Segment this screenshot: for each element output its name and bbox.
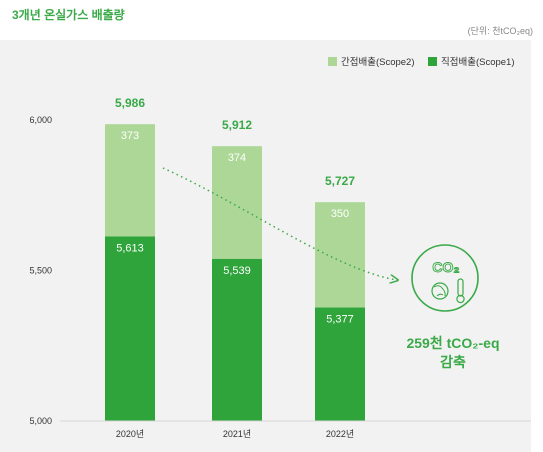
- bar-scope2: [315, 202, 365, 308]
- reduction-label: 감축: [440, 354, 466, 370]
- scope2-value-label: 373: [121, 130, 139, 142]
- trend-arrow: [162, 167, 397, 280]
- scope2-value-label: 350: [331, 208, 349, 220]
- legend: 간접배출(Scope2) 직접배출(Scope1): [328, 56, 515, 68]
- legend-swatch-scope1: [428, 57, 437, 66]
- y-axis: 5,000 5,500 6,000: [29, 115, 52, 426]
- bars: 5,613 373 5,986 2020년 5,539 374 5,912 2021년 5,37…: [105, 96, 365, 439]
- scope2-value-label: 374: [228, 152, 246, 164]
- reduction-amount: 259천 tCO₂-eq: [406, 335, 499, 351]
- total-value-label: 5,986: [115, 96, 145, 110]
- total-value-label: 5,727: [325, 174, 355, 188]
- x-tick-label: 2020년: [116, 429, 144, 439]
- co2-thermometer-icon: CO₂: [411, 244, 479, 312]
- scope1-value-label: 5,377: [326, 314, 354, 326]
- legend-label-scope1: 직접배출(Scope1): [441, 56, 515, 68]
- scope1-value-label: 5,539: [223, 265, 251, 277]
- y-tick-label: 6,000: [29, 115, 52, 125]
- x-tick-label: 2021년: [223, 429, 251, 439]
- scope1-value-label: 5,613: [116, 242, 144, 254]
- chart-title: 3개년 온실가스 배출량: [12, 8, 125, 22]
- y-tick-label: 5,000: [29, 416, 52, 426]
- legend-swatch-scope2: [328, 57, 337, 66]
- total-value-label: 5,912: [222, 118, 252, 132]
- chart-panel: [0, 40, 531, 452]
- y-tick-label: 5,500: [29, 266, 52, 276]
- unit-label: (단위: 천tCO₂eq): [467, 26, 533, 36]
- bar-scope2: [105, 124, 155, 237]
- bar-scope1: [105, 236, 155, 421]
- bar-scope1: [315, 307, 365, 421]
- legend-label-scope2: 간접배출(Scope2): [341, 56, 415, 68]
- bar-scope2: [212, 146, 262, 259]
- x-tick-label: 2022년: [326, 429, 354, 439]
- co2-icon-text: CO₂: [432, 259, 459, 275]
- bar-scope1: [212, 258, 262, 421]
